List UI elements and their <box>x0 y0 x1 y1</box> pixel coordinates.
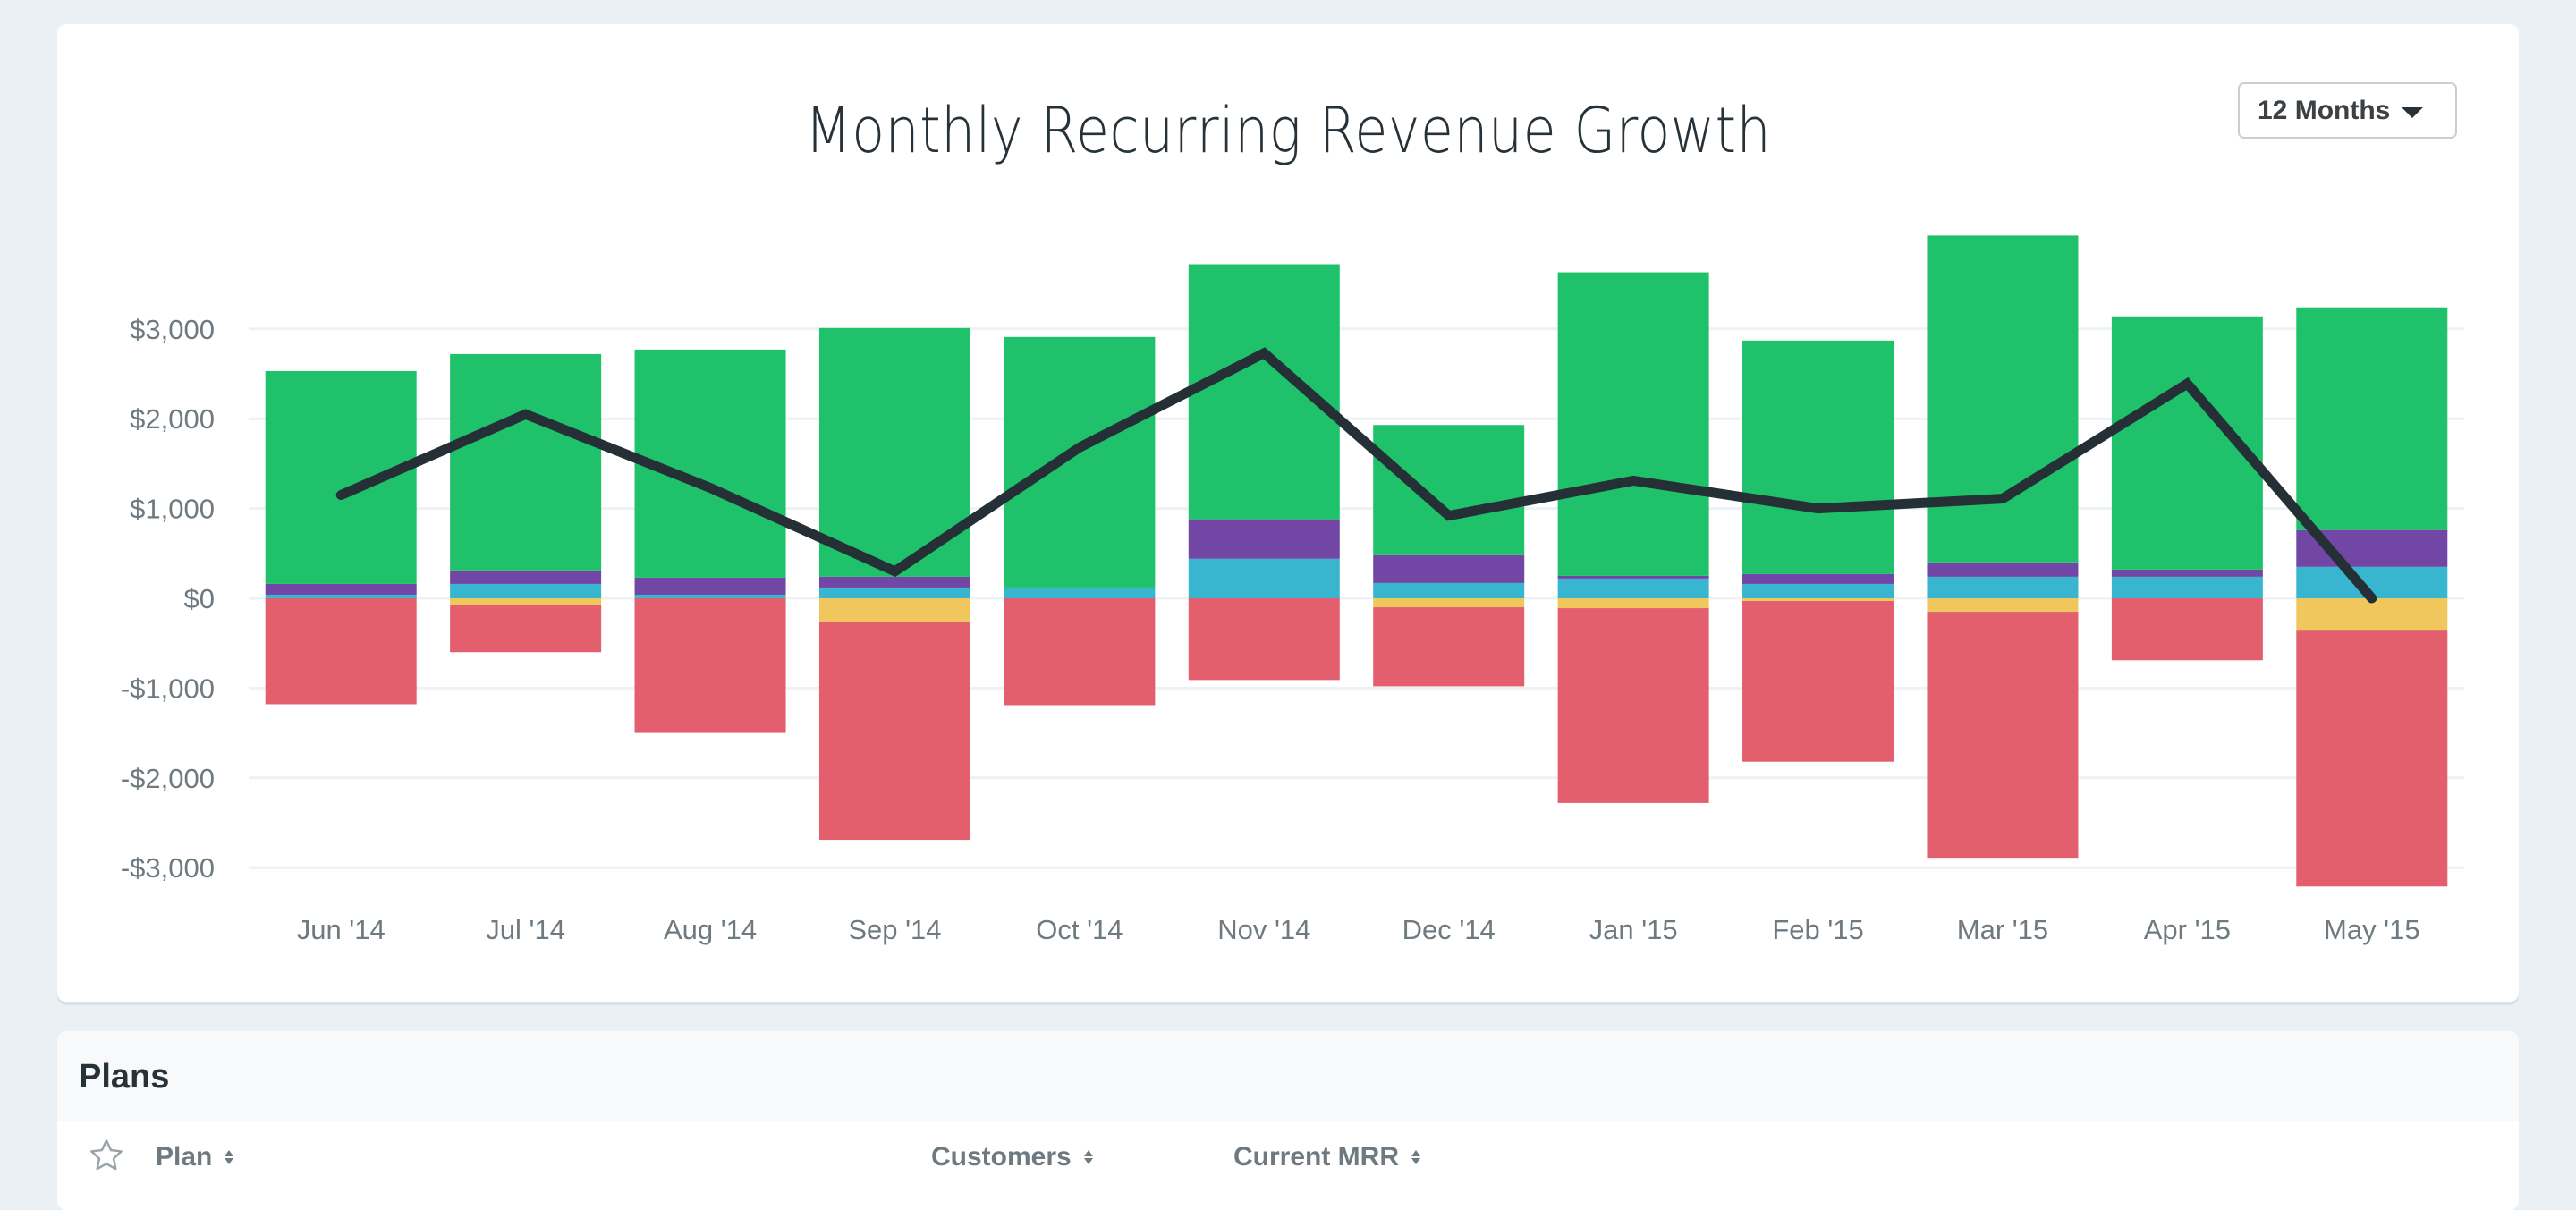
column-header-plan[interactable]: Plan <box>156 1142 233 1172</box>
bar-segment-38b6cf[interactable] <box>1004 588 1155 598</box>
bar-segment-20c16b[interactable] <box>1373 425 1524 555</box>
bar-segment-7246a5[interactable] <box>266 584 417 595</box>
bar-segment-38b6cf[interactable] <box>819 588 970 598</box>
bar-segment-7246a5[interactable] <box>1189 520 1340 559</box>
bar-segment-e35f6d[interactable] <box>2112 598 2263 660</box>
bar-segment-38b6cf[interactable] <box>1373 583 1524 598</box>
y-tick-label: -$3,000 <box>121 852 215 884</box>
bar-segment-e35f6d[interactable] <box>2296 630 2447 886</box>
column-header-plan-label: Plan <box>156 1142 212 1172</box>
bar-segment-20c16b[interactable] <box>2296 308 2447 530</box>
bar-segment-38b6cf[interactable] <box>450 584 601 598</box>
mrr-chart-card: Monthly Recurring Revenue Growth 12 Mont… <box>57 24 2519 1002</box>
bar-segment-20c16b[interactable] <box>1927 235 2078 562</box>
y-tick-label: -$1,000 <box>121 673 215 704</box>
bar-segment-20c16b[interactable] <box>450 354 601 571</box>
bar-segment-38b6cf[interactable] <box>1927 577 2078 598</box>
mrr-chart: $3,000 $2,000 $1,000 $0 -$1,000 -$2,000 -$3,00… <box>0 0 2576 1179</box>
sort-icon <box>225 1150 233 1164</box>
column-header-customers[interactable]: Customers <box>931 1142 1093 1172</box>
bar-segment-7246a5[interactable] <box>635 578 786 595</box>
bar-segment-f0c75c[interactable] <box>1927 598 2078 612</box>
bar-segment-e35f6d[interactable] <box>1373 607 1524 686</box>
column-header-current-mrr[interactable]: Current MRR <box>1233 1142 1420 1172</box>
bar-segment-f0c75c[interactable] <box>450 598 601 605</box>
bar-segment-e35f6d[interactable] <box>635 598 786 733</box>
x-tick-label: Jul '14 <box>486 914 565 945</box>
x-tick-label: May '15 <box>2324 914 2420 945</box>
bar-segment-7246a5[interactable] <box>1558 576 1709 579</box>
bar-segment-7246a5[interactable] <box>450 571 601 584</box>
x-axis-ticks: Jun '14 Jul '14 Aug '14 Sep '14 Oct '14 Nov '… <box>297 914 2420 945</box>
bar-segment-f0c75c[interactable] <box>1742 598 1894 601</box>
y-axis-ticks: $3,000 $2,000 $1,000 $0 -$1,000 -$2,000 -$3,00… <box>121 314 215 884</box>
bar-segment-e35f6d[interactable] <box>819 622 970 840</box>
plans-card: Plans Plan Customers Current MRR <box>57 1031 2519 1210</box>
bar-segment-7246a5[interactable] <box>1927 563 2078 577</box>
bar-segment-38b6cf[interactable] <box>2112 577 2263 598</box>
bar-segment-7246a5[interactable] <box>2112 570 2263 577</box>
x-tick-label: Aug '14 <box>664 914 757 945</box>
y-tick-label: $0 <box>184 583 215 614</box>
x-tick-label: Dec '14 <box>1402 914 1496 945</box>
bar-segment-e35f6d[interactable] <box>1742 601 1894 762</box>
bar-segment-38b6cf[interactable] <box>1189 559 1340 598</box>
star-icon[interactable] <box>88 1137 125 1174</box>
plans-header: Plans <box>57 1031 2519 1121</box>
y-tick-label: -$2,000 <box>121 763 215 794</box>
y-tick-label: $1,000 <box>130 494 215 525</box>
bar-segment-7246a5[interactable] <box>1742 574 1894 584</box>
sort-icon <box>1084 1150 1093 1164</box>
plans-title: Plans <box>79 1058 169 1096</box>
bar-segment-f0c75c[interactable] <box>819 598 970 622</box>
bar-segment-e35f6d[interactable] <box>1004 598 1155 705</box>
bar-segment-e35f6d[interactable] <box>266 598 417 704</box>
column-header-customers-label: Customers <box>931 1142 1072 1172</box>
column-header-current-mrr-label: Current MRR <box>1233 1142 1399 1172</box>
x-tick-label: Nov '14 <box>1217 914 1310 945</box>
bar-segment-e35f6d[interactable] <box>1558 608 1709 803</box>
bar-segment-f0c75c[interactable] <box>1558 598 1709 608</box>
x-tick-label: Sep '14 <box>848 914 941 945</box>
bar-segment-e35f6d[interactable] <box>1189 598 1340 680</box>
x-tick-label: Oct '14 <box>1036 914 1123 945</box>
bar-segment-38b6cf[interactable] <box>635 595 786 598</box>
bar-segment-20c16b[interactable] <box>1189 265 1340 520</box>
bar-segment-e35f6d[interactable] <box>450 605 601 652</box>
x-tick-label: Jan '15 <box>1589 914 1678 945</box>
y-tick-label: $2,000 <box>130 403 215 435</box>
bar-segment-7246a5[interactable] <box>1373 555 1524 583</box>
x-tick-label: Apr '15 <box>2144 914 2231 945</box>
x-tick-label: Feb '15 <box>1772 914 1863 945</box>
bar-segment-e35f6d[interactable] <box>1927 612 2078 858</box>
bar-segment-20c16b[interactable] <box>266 371 417 584</box>
bars <box>266 235 2448 886</box>
bar-segment-7246a5[interactable] <box>819 577 970 588</box>
bar-segment-20c16b[interactable] <box>1742 341 1894 574</box>
bar-segment-20c16b[interactable] <box>1558 273 1709 576</box>
bar-segment-38b6cf[interactable] <box>1558 579 1709 598</box>
bar-segment-38b6cf[interactable] <box>266 595 417 598</box>
y-tick-label: $3,000 <box>130 314 215 345</box>
bar-segment-38b6cf[interactable] <box>1742 584 1894 598</box>
sort-icon <box>1411 1150 1420 1164</box>
x-tick-label: Mar '15 <box>1957 914 2048 945</box>
x-tick-label: Jun '14 <box>297 914 386 945</box>
bar-segment-f0c75c[interactable] <box>1373 598 1524 607</box>
bar-segment-20c16b[interactable] <box>1004 337 1155 588</box>
